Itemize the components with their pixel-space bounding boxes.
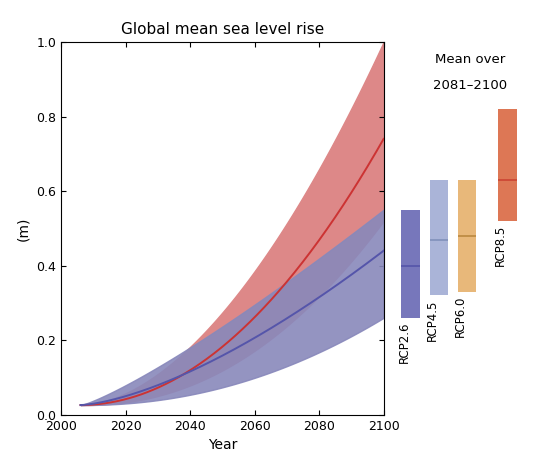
Text: RCP4.5: RCP4.5 — [426, 299, 439, 341]
Text: RCP2.6: RCP2.6 — [398, 322, 410, 363]
Bar — [401, 210, 420, 318]
X-axis label: Year: Year — [208, 438, 237, 452]
Text: Mean over: Mean over — [435, 53, 505, 66]
Bar — [458, 180, 476, 292]
Bar — [430, 180, 448, 295]
Text: RCP6.0: RCP6.0 — [454, 295, 467, 337]
Text: 2081–2100: 2081–2100 — [433, 79, 507, 92]
Title: Global mean sea level rise: Global mean sea level rise — [121, 21, 324, 37]
Y-axis label: (m): (m) — [17, 216, 31, 240]
Bar — [498, 109, 517, 221]
Text: RCP8.5: RCP8.5 — [494, 225, 508, 266]
